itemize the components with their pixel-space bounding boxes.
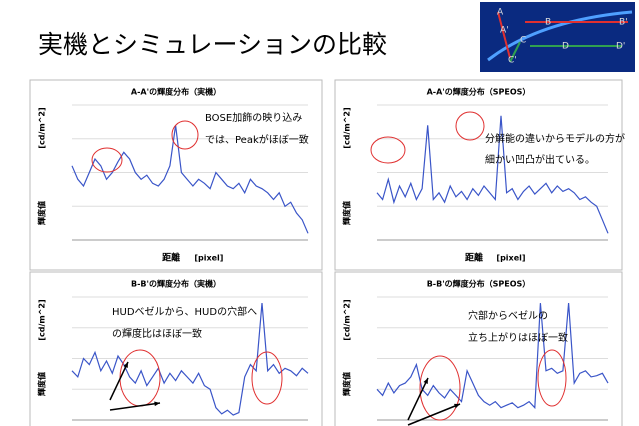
thumbnail-shape: [487, 10, 633, 62]
x-unit: [pixel]: [496, 254, 525, 263]
thumbnail-line: [509, 41, 521, 63]
annotation: 細かい凹凸が出ている。: [485, 153, 595, 166]
highlight-ellipse: [171, 120, 199, 150]
highlight-ellipse: [251, 351, 283, 405]
y-label: 輝度値: [342, 372, 352, 396]
chart-title: B-B'の輝度分布（SPEOS）: [427, 279, 531, 289]
highlight-ellipse: [537, 349, 567, 407]
arrow: [109, 402, 161, 411]
thumbnail-label: A': [500, 26, 509, 36]
arrow-head: [123, 362, 128, 368]
arrow: [109, 361, 129, 401]
chart-title: B-B'の輝度分布（実機）: [131, 279, 221, 289]
chart-panel: [334, 79, 623, 271]
chart-panel: [29, 271, 323, 426]
thumbnail-label: A: [497, 8, 504, 18]
thumbnail: [480, 2, 635, 72]
x-unit: [pixel]: [194, 254, 223, 263]
y-unit: [cd/m^2]: [343, 107, 352, 148]
annotation: の輝度比はほぼ一致: [112, 327, 202, 340]
highlight-ellipse: [419, 355, 461, 421]
data-line: [71, 303, 309, 416]
y-unit: [cd/m^2]: [38, 299, 47, 340]
y-unit: [cd/m^2]: [38, 107, 47, 148]
highlight-ellipse: [455, 111, 485, 141]
arrow: [407, 403, 461, 426]
arrow-head: [454, 403, 460, 409]
annotation: では、Peakがほぼ一致: [205, 133, 309, 146]
y-label: 輝度値: [37, 372, 47, 396]
annotation: 穴部からベゼルの: [468, 309, 548, 322]
x-label: 距離: [465, 252, 483, 264]
thumbnail-label: B: [545, 18, 551, 28]
slide-title: 実機とシミュレーションの比較: [38, 30, 387, 59]
data-line: [376, 115, 609, 234]
annotation: 分解能の違いからモデルの方が: [485, 132, 625, 145]
annotation: 立ち上がりはほぼ一致: [468, 331, 568, 344]
thumbnail-label: D': [616, 42, 625, 52]
thumbnail-label: C: [520, 36, 526, 46]
thumbnail-label: C': [508, 56, 517, 66]
chart-panel: [29, 79, 323, 271]
y-label: 輝度値: [342, 201, 352, 225]
highlight-ellipse: [91, 147, 123, 173]
annotation: BOSE加飾の映り込み: [205, 111, 302, 124]
chart-title: A-A'の輝度分布（実機）: [131, 87, 221, 97]
arrow-head: [423, 378, 428, 384]
chart-panel: [334, 271, 623, 426]
y-label: 輝度値: [37, 201, 47, 225]
data-line: [71, 125, 309, 234]
arrow-head: [154, 401, 160, 407]
annotation: HUDベゼルから、HUDの穴部へ: [112, 305, 257, 318]
chart-title: A-A'の輝度分布（SPEOS）: [427, 87, 531, 97]
highlight-ellipse: [370, 136, 406, 164]
thumbnail-line: [497, 11, 511, 59]
data-line: [376, 303, 609, 410]
arrow: [407, 377, 429, 421]
y-unit: [cd/m^2]: [343, 299, 352, 340]
thumbnail-label: B': [619, 18, 628, 28]
x-label: 距離: [162, 252, 180, 264]
thumbnail-label: D: [562, 42, 569, 52]
